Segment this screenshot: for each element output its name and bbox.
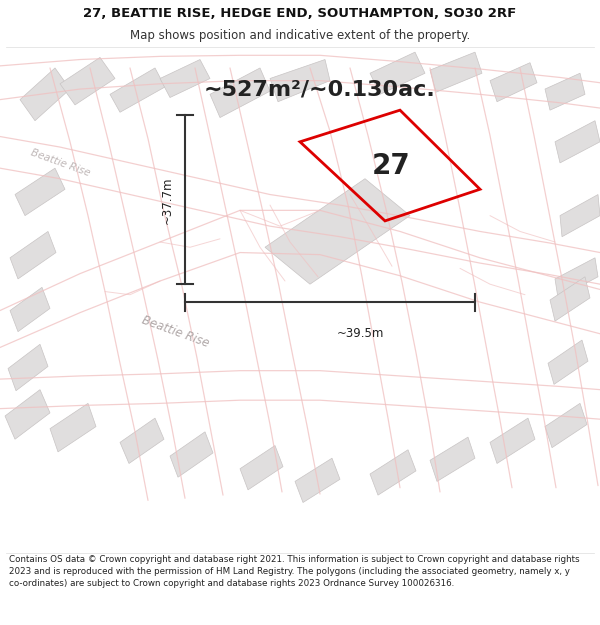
Polygon shape xyxy=(10,288,50,332)
Polygon shape xyxy=(170,432,213,478)
Polygon shape xyxy=(555,258,598,298)
Polygon shape xyxy=(210,68,270,118)
Polygon shape xyxy=(295,458,340,503)
Polygon shape xyxy=(550,277,590,321)
Text: 27, BEATTIE RISE, HEDGE END, SOUTHAMPTON, SO30 2RF: 27, BEATTIE RISE, HEDGE END, SOUTHAMPTON… xyxy=(83,7,517,19)
Polygon shape xyxy=(545,73,585,110)
Polygon shape xyxy=(370,450,416,495)
Polygon shape xyxy=(20,68,70,121)
Polygon shape xyxy=(5,389,50,439)
Polygon shape xyxy=(110,68,165,112)
Polygon shape xyxy=(265,179,410,284)
Polygon shape xyxy=(120,418,164,464)
Polygon shape xyxy=(160,59,210,98)
Polygon shape xyxy=(10,231,56,279)
Polygon shape xyxy=(270,59,330,102)
Text: ~39.5m: ~39.5m xyxy=(337,328,383,340)
Polygon shape xyxy=(15,168,65,216)
Polygon shape xyxy=(8,344,48,391)
Text: Contains OS data © Crown copyright and database right 2021. This information is : Contains OS data © Crown copyright and d… xyxy=(9,554,580,588)
Polygon shape xyxy=(430,52,482,92)
Text: 27: 27 xyxy=(372,151,410,179)
Polygon shape xyxy=(548,340,588,384)
Polygon shape xyxy=(555,121,600,163)
Polygon shape xyxy=(560,194,600,237)
Polygon shape xyxy=(60,58,115,105)
Text: ~527m²/~0.130ac.: ~527m²/~0.130ac. xyxy=(204,79,436,99)
Polygon shape xyxy=(490,418,535,464)
Polygon shape xyxy=(490,62,537,102)
Polygon shape xyxy=(545,403,587,448)
Text: Beattie Rise: Beattie Rise xyxy=(140,313,211,350)
Polygon shape xyxy=(240,446,283,490)
Text: Beattie Rise: Beattie Rise xyxy=(29,148,91,178)
Text: ~37.7m: ~37.7m xyxy=(161,176,173,224)
Text: Map shows position and indicative extent of the property.: Map shows position and indicative extent… xyxy=(130,29,470,42)
Polygon shape xyxy=(50,403,96,452)
Polygon shape xyxy=(370,52,425,94)
Polygon shape xyxy=(430,437,475,481)
